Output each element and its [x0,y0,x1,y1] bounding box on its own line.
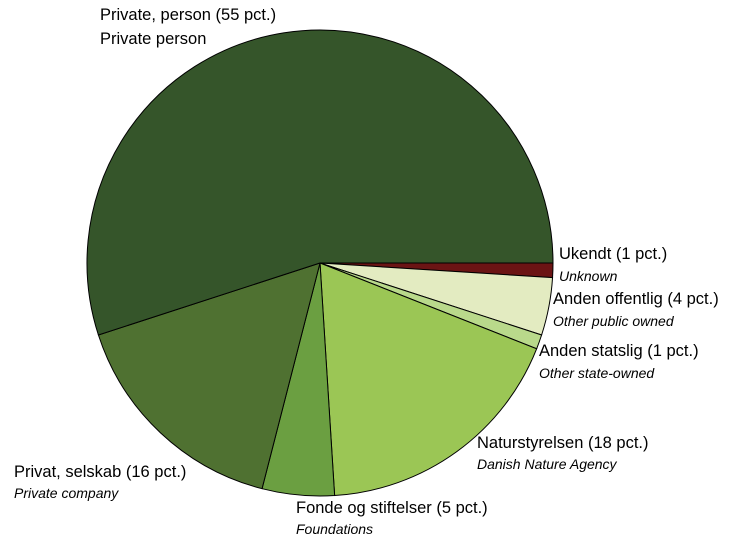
slice-sublabel: Private person [100,30,206,48]
slice-sublabel: Private company [14,485,119,501]
slice-label: Anden statslig (1 pct.) [539,342,699,360]
slice-label: Private, person (55 pct.) [100,6,276,24]
slice-label: Privat, selskab (16 pct.) [14,463,186,481]
slice-sublabel: Other public owned [553,313,675,329]
slice-sublabel: Danish Nature Agency [477,456,618,472]
pie-slice [97,262,321,490]
pie-slice [319,262,538,497]
slice-sublabel: Foundations [296,521,373,537]
slice-label: Ukendt (1 pct.) [559,245,667,263]
slice-sublabel: Unknown [559,268,618,284]
slice-label: Anden offentlig (4 pct.) [553,290,719,308]
slice-label: Fonde og stiftelser (5 pct.) [296,499,488,517]
pie-slice [86,29,554,336]
slice-label: Naturstyrelsen (18 pct.) [477,434,648,452]
slice-sublabel: Other state-owned [539,365,655,381]
